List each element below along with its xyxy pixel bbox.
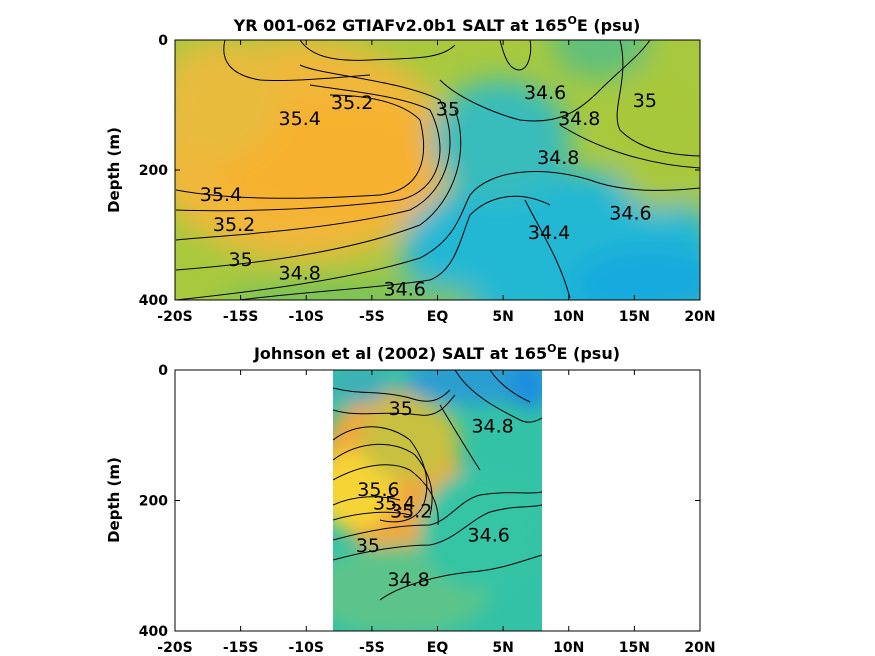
bottom-x-tick-label: 20N — [684, 640, 715, 656]
bottom-x-tick-label: 5N — [492, 640, 513, 656]
top-x-axis: -20S -15S -10S -5S EQ 5N 10N 15N 20N — [157, 40, 716, 325]
top-contour-label: 34.6 — [524, 82, 566, 104]
top-contour-label: 35 — [436, 98, 460, 120]
bottom-y-tick-label: 200 — [139, 494, 168, 510]
bottom-x-tick-label: -10S — [289, 640, 324, 656]
bottom-contour-label: 35.2 — [390, 500, 432, 522]
top-x-tick-label: 5N — [492, 309, 513, 325]
top-contour-label: 35 — [633, 90, 657, 112]
top-x-tick-label: -10S — [289, 309, 324, 325]
top-x-tick-label: 20N — [684, 309, 715, 325]
top-contour-label: 34.6 — [384, 278, 426, 300]
top-contour-label: 34.8 — [279, 263, 321, 285]
top-panel: YR 001-062 GTIAFv2.0b1 SALT at 165OE (ps… — [105, 14, 716, 325]
top-title: YR 001-062 GTIAFv2.0b1 SALT at 165OE (ps… — [233, 14, 641, 35]
top-contour-lines — [175, 40, 700, 300]
top-contour-label: 34.6 — [609, 202, 651, 224]
top-contour-label: 35.4 — [200, 184, 242, 206]
bottom-contour-label: 34.8 — [387, 569, 429, 591]
bottom-contour-label: 35.4 — [373, 492, 415, 514]
bottom-contour-label: 35.6 — [357, 479, 399, 501]
bottom-y-tick-label: 0 — [158, 363, 168, 379]
bottom-colormap — [333, 370, 542, 631]
bottom-y-axis-label: Depth (m) — [105, 457, 123, 543]
bottom-contour-label: 34.6 — [468, 524, 510, 546]
bottom-x-tick-label: EQ — [427, 640, 449, 656]
bottom-contour-label: 34.8 — [471, 415, 513, 437]
top-colormap — [175, 40, 700, 300]
top-y-axis: 0 200 400 — [139, 33, 700, 309]
top-contour-label: 35.2 — [213, 214, 255, 236]
bottom-x-tick-label: -15S — [223, 640, 258, 656]
bottom-y-tick-label: 400 — [139, 624, 168, 640]
top-y-axis-label: Depth (m) — [105, 127, 123, 213]
top-x-tick-label: -5S — [359, 309, 385, 325]
top-contour-labels: 35.2 35.4 35 34.6 34.8 35 34.8 34.6 35.4 35.2 35 34… — [200, 82, 657, 300]
top-contour-label: 35.2 — [331, 92, 373, 114]
top-x-tick-label: -15S — [223, 309, 258, 325]
top-y-tick-label: 0 — [158, 33, 168, 49]
top-x-tick-label: EQ — [427, 309, 449, 325]
top-x-tick-label: 15N — [619, 309, 650, 325]
bottom-x-tick-label: 10N — [553, 640, 584, 656]
top-y-tick-label: 400 — [139, 293, 168, 309]
bottom-x-axis: -20S -15S -10S -5S EQ 5N 10N 15N 20N — [157, 370, 716, 656]
top-contour-label: 34.8 — [558, 108, 600, 130]
top-x-tick-label: -20S — [157, 309, 192, 325]
bottom-y-axis: 0 200 400 — [139, 363, 700, 640]
bottom-contour-lines — [333, 370, 542, 601]
top-contour-label: 35.4 — [279, 108, 321, 130]
bottom-x-tick-label: 15N — [619, 640, 650, 656]
bottom-x-tick-label: -5S — [359, 640, 385, 656]
bottom-contour-labels: 35 34.8 35.635.435.2 35 34.6 34.8 — [356, 398, 514, 591]
top-contour-label: 34.8 — [537, 147, 579, 169]
bottom-title: Johnson et al (2002) SALT at 165OE (psu) — [253, 342, 620, 363]
bottom-panel: Johnson et al (2002) SALT at 165OE (psu) — [105, 342, 716, 656]
top-contour-label: 34.4 — [528, 222, 570, 244]
bottom-contour-label: 35 — [356, 535, 380, 557]
top-contour-label: 35 — [229, 249, 253, 271]
bottom-x-tick-label: -20S — [157, 640, 192, 656]
bottom-contour-label: 35 — [389, 398, 413, 420]
top-y-tick-label: 200 — [139, 163, 168, 179]
top-x-tick-label: 10N — [553, 309, 584, 325]
